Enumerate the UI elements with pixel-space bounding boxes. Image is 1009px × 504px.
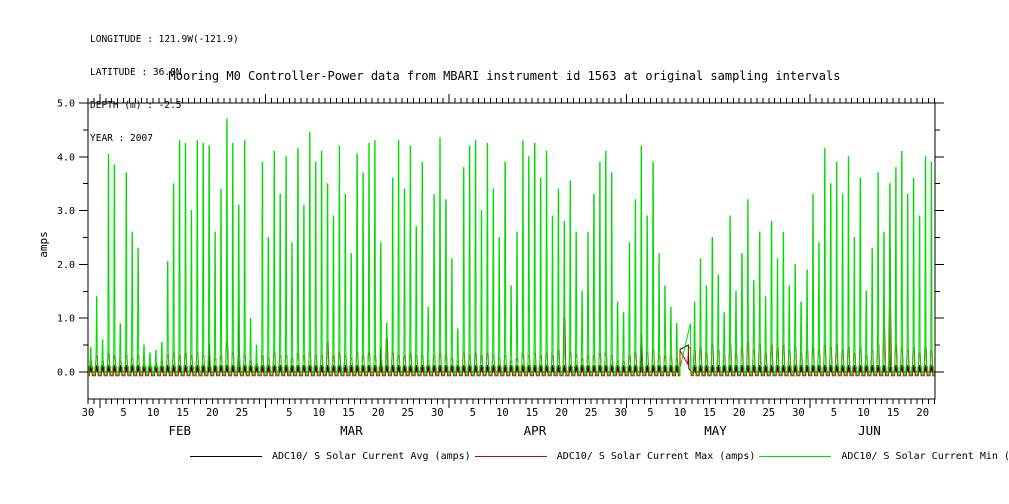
y-tick-label: 4.0 (57, 152, 75, 163)
latitude-text: LATITUDE : 36.8N (90, 67, 182, 78)
x-tick-label: 30 (431, 407, 444, 419)
legend-label-max: ADC10/ S Solar Current Max (amps) (556, 450, 756, 462)
y-tick-label: 0.0 (57, 368, 75, 379)
depth-text: DEPTH (m) : -2.5 (90, 100, 182, 111)
x-tick-label: 15 (342, 407, 355, 419)
x-month-label: FEB (168, 423, 191, 438)
x-tick-label: 15 (703, 407, 716, 419)
x-tick-label: 30 (792, 407, 805, 419)
legend-item-avg: ADC10/ S Solar Current Avg (amps) (190, 451, 471, 462)
x-tick-label: 5 (470, 407, 476, 419)
metadata-block: LONGITUDE : 121.9W(-121.9) LATITUDE : 36… (90, 12, 239, 166)
max-line-swatch (474, 455, 547, 457)
x-tick-label: 10 (674, 407, 687, 419)
x-tick-label: 15 (887, 407, 900, 419)
legend-item-min: ADC10/ S Solar Current Min (amps) (759, 451, 1009, 462)
x-tick-label: 5 (286, 407, 292, 419)
x-tick-label: 20 (372, 407, 385, 419)
y-tick-label: 5.0 (57, 99, 75, 110)
x-tick-label: 5 (647, 407, 653, 419)
x-tick-label: 15 (176, 407, 189, 419)
y-tick-label: 2.0 (57, 260, 75, 271)
x-tick-label: 25 (762, 407, 775, 419)
series-min (88, 118, 935, 376)
x-month-label: JUN (858, 423, 881, 438)
y-tick-label: 1.0 (57, 314, 75, 325)
x-tick-label: 20 (733, 407, 746, 419)
x-month-label: APR (524, 423, 547, 438)
x-tick-label: 25 (401, 407, 414, 419)
x-tick-label: 20 (916, 407, 929, 419)
x-tick-label: 30 (82, 407, 95, 419)
longitude-text: LONGITUDE : 121.9W(-121.9) (90, 34, 239, 45)
legend-item-max: ADC10/ S Solar Current Max (amps) (474, 450, 756, 462)
x-month-label: MAR (340, 423, 363, 438)
chart-legend: ADC10/ S Solar Current Avg (amps) ADC10/… (190, 449, 1009, 463)
x-tick-label: 5 (831, 407, 837, 419)
x-tick-label: 25 (585, 407, 598, 419)
x-tick-label: 30 (614, 407, 627, 419)
x-tick-label: 10 (857, 407, 870, 419)
min-line-swatch (759, 455, 832, 457)
x-tick-label: 15 (526, 407, 539, 419)
x-tick-label: 25 (236, 407, 249, 419)
y-tick-label: 3.0 (57, 206, 75, 217)
x-tick-label: 10 (496, 407, 509, 419)
x-month-label: MAY (704, 423, 727, 438)
chart-title: Mooring M0 Controller-Power data from MB… (168, 69, 841, 83)
x-tick-label: 10 (313, 407, 326, 419)
x-tick-label: 20 (555, 407, 568, 419)
year-text: YEAR : 2007 (90, 133, 153, 144)
legend-label-min: ADC10/ S Solar Current Min (amps) (841, 450, 1009, 462)
plot-frame (87, 102, 936, 400)
x-tick-label: 20 (206, 407, 219, 419)
x-tick-label: 5 (120, 407, 126, 419)
x-tick-label: 10 (147, 407, 160, 419)
legend-label-avg: ADC10/ S Solar Current Avg (amps) (272, 450, 471, 462)
avg-line-swatch (190, 455, 262, 457)
